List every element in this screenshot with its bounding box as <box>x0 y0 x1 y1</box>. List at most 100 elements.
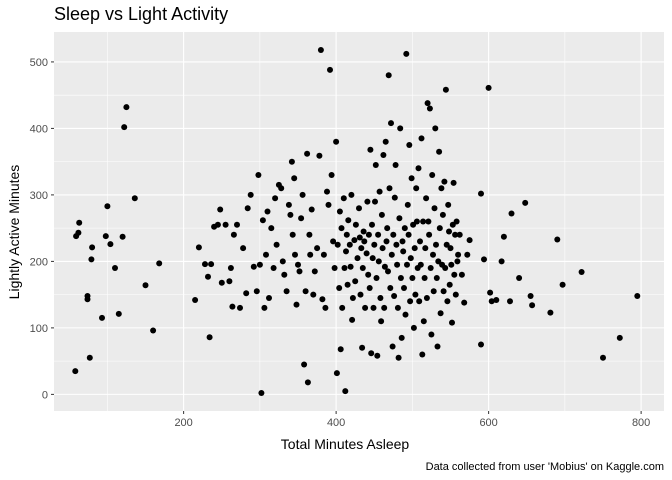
data-point <box>362 304 369 311</box>
data-point <box>285 201 292 208</box>
data-point <box>316 152 323 159</box>
data-point <box>345 217 352 224</box>
data-point <box>456 231 463 238</box>
data-point <box>324 188 330 195</box>
data-point <box>317 47 324 53</box>
data-point <box>432 125 439 132</box>
data-point <box>358 245 365 252</box>
data-point <box>446 228 452 235</box>
data-point <box>420 218 427 225</box>
data-point <box>600 354 606 361</box>
data-point <box>409 275 416 281</box>
data-point <box>336 208 343 215</box>
y-axis-title: Lightly Active Minutes <box>6 165 22 300</box>
data-point <box>445 201 452 208</box>
data-point <box>399 238 406 245</box>
data-point <box>382 138 389 145</box>
data-point <box>424 100 431 107</box>
data-point <box>244 205 251 212</box>
data-point <box>529 302 536 309</box>
data-point <box>401 285 407 291</box>
data-point <box>319 296 326 303</box>
data-point <box>256 261 263 268</box>
data-point <box>279 258 286 265</box>
data-point <box>401 225 408 232</box>
data-point <box>448 261 455 268</box>
data-point <box>250 263 257 270</box>
data-point <box>88 256 95 263</box>
data-point <box>363 250 370 257</box>
data-point <box>352 278 359 285</box>
data-point <box>86 354 93 361</box>
data-point <box>413 218 420 225</box>
data-point <box>229 303 236 310</box>
data-point <box>616 334 623 341</box>
data-point <box>89 244 96 251</box>
data-point <box>343 231 350 238</box>
data-point <box>336 285 343 291</box>
data-point <box>374 352 381 359</box>
caption: Data collected from user 'Mobius' on Kag… <box>426 461 664 473</box>
data-point <box>386 185 393 192</box>
data-point <box>385 268 391 275</box>
data-point <box>393 241 400 248</box>
data-point <box>426 231 433 238</box>
data-point <box>339 304 346 311</box>
data-point <box>380 152 387 158</box>
data-point <box>295 261 301 268</box>
data-point <box>419 351 426 358</box>
data-point <box>123 104 130 111</box>
data-point <box>214 221 221 228</box>
data-point <box>310 291 317 298</box>
data-point <box>410 324 417 331</box>
data-point <box>388 251 395 258</box>
data-point <box>156 260 163 267</box>
data-point <box>433 275 440 281</box>
data-point <box>397 125 404 132</box>
data-point <box>438 185 445 192</box>
data-point <box>404 201 411 208</box>
y-tick-label: 400 <box>30 123 48 135</box>
data-point <box>426 105 433 112</box>
data-point <box>372 162 379 168</box>
data-point <box>322 304 329 311</box>
data-point <box>389 343 396 350</box>
data-point <box>121 124 128 131</box>
x-axis-title: Total Minutes Asleep <box>281 436 410 452</box>
data-point <box>272 195 279 202</box>
data-point <box>464 251 471 258</box>
data-point <box>289 231 296 238</box>
data-point <box>554 236 561 243</box>
data-point <box>230 231 237 238</box>
data-point <box>365 231 372 238</box>
data-point <box>253 288 260 295</box>
data-point <box>413 185 420 192</box>
data-point <box>516 275 523 281</box>
data-point <box>487 289 494 296</box>
data-point <box>421 275 428 281</box>
data-point <box>417 238 423 245</box>
data-point <box>304 379 311 386</box>
data-point <box>403 50 410 57</box>
data-point <box>369 221 375 228</box>
data-point <box>390 231 397 238</box>
data-point <box>508 210 515 217</box>
data-point <box>405 231 412 238</box>
data-point <box>119 233 126 240</box>
data-point <box>373 275 380 281</box>
data-point <box>283 288 290 295</box>
data-point <box>206 334 213 341</box>
data-point <box>454 258 461 265</box>
data-point <box>102 233 109 240</box>
data-point <box>192 297 199 303</box>
data-point <box>240 245 247 252</box>
data-point <box>76 219 83 226</box>
data-point <box>314 245 321 252</box>
data-point <box>278 185 285 192</box>
data-point <box>308 206 315 213</box>
data-point <box>493 297 500 303</box>
data-point <box>485 84 492 91</box>
data-point <box>247 191 254 198</box>
data-point <box>72 368 79 375</box>
data-point <box>429 172 436 178</box>
